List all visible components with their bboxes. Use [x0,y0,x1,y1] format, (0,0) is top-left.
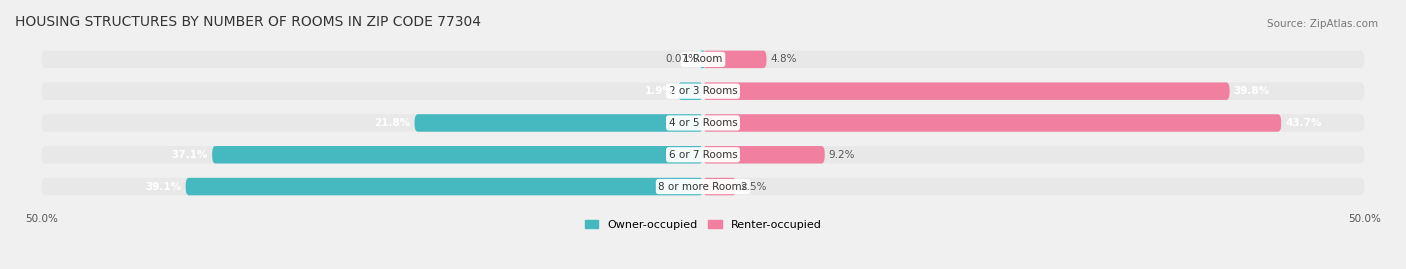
Text: 4.8%: 4.8% [770,54,797,64]
FancyBboxPatch shape [703,51,766,68]
FancyBboxPatch shape [703,178,737,195]
FancyBboxPatch shape [703,82,1230,100]
Text: 6 or 7 Rooms: 6 or 7 Rooms [669,150,737,160]
FancyBboxPatch shape [415,114,703,132]
Text: 2 or 3 Rooms: 2 or 3 Rooms [669,86,737,96]
Text: 8 or more Rooms: 8 or more Rooms [658,182,748,192]
Text: 0.07%: 0.07% [665,54,699,64]
FancyBboxPatch shape [41,114,1365,132]
FancyBboxPatch shape [703,146,825,164]
Text: HOUSING STRUCTURES BY NUMBER OF ROOMS IN ZIP CODE 77304: HOUSING STRUCTURES BY NUMBER OF ROOMS IN… [15,15,481,29]
Text: 39.8%: 39.8% [1233,86,1270,96]
FancyBboxPatch shape [41,51,1365,68]
FancyBboxPatch shape [41,82,1365,100]
FancyBboxPatch shape [678,82,703,100]
Text: 37.1%: 37.1% [172,150,208,160]
Text: 2.5%: 2.5% [740,182,766,192]
FancyBboxPatch shape [41,146,1365,164]
FancyBboxPatch shape [186,178,703,195]
FancyBboxPatch shape [212,146,703,164]
Legend: Owner-occupied, Renter-occupied: Owner-occupied, Renter-occupied [581,215,825,234]
Text: Source: ZipAtlas.com: Source: ZipAtlas.com [1267,19,1378,29]
FancyBboxPatch shape [703,114,1281,132]
Text: 1 Room: 1 Room [683,54,723,64]
FancyBboxPatch shape [700,51,706,68]
Text: 43.7%: 43.7% [1285,118,1322,128]
Text: 21.8%: 21.8% [374,118,411,128]
FancyBboxPatch shape [41,178,1365,195]
Text: 9.2%: 9.2% [828,150,855,160]
Text: 39.1%: 39.1% [146,182,181,192]
Text: 1.9%: 1.9% [645,86,673,96]
Text: 4 or 5 Rooms: 4 or 5 Rooms [669,118,737,128]
